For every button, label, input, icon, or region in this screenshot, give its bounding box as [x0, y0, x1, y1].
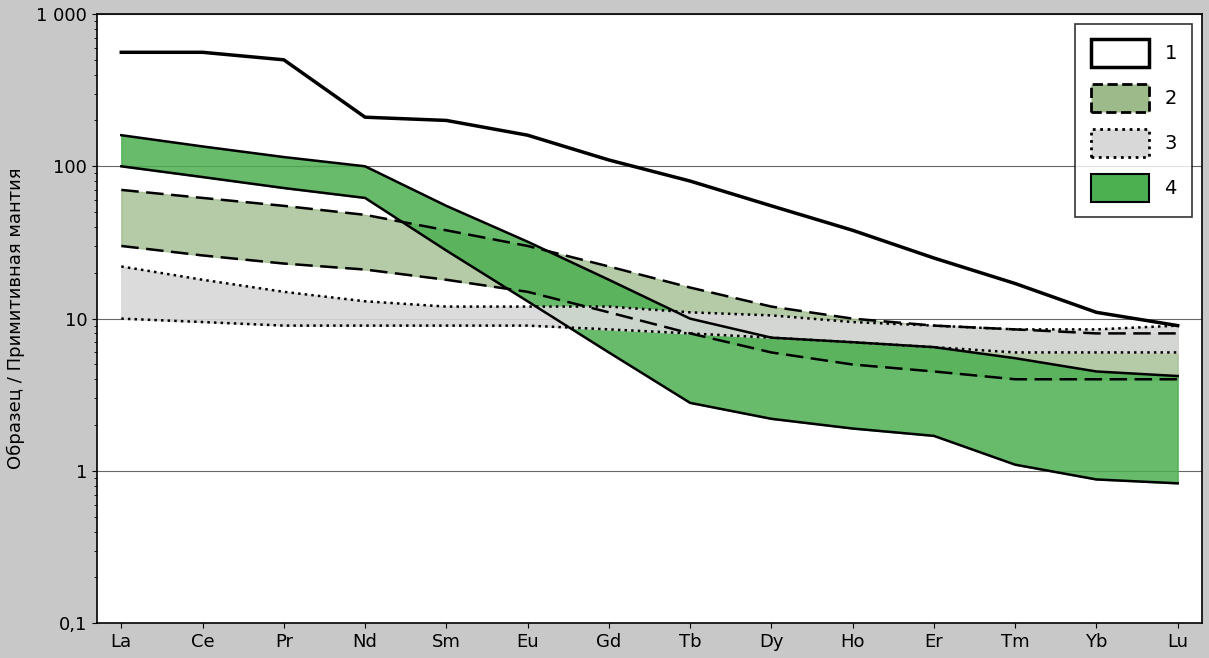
Y-axis label: Образец / Примитивная мантия: Образец / Примитивная мантия [7, 168, 25, 469]
Legend: 1, 2, 3, 4: 1, 2, 3, 4 [1075, 24, 1192, 217]
